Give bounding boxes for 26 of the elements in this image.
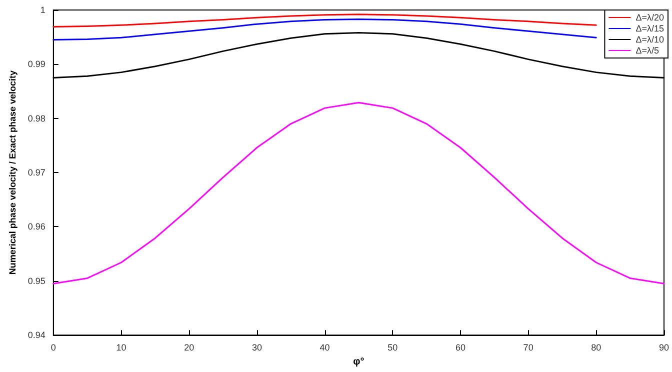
y-tick-label: 0.99	[28, 59, 46, 70]
x-tick-label: 90	[658, 342, 669, 353]
x-tick-label: 70	[523, 342, 534, 353]
x-tick-label: 60	[455, 342, 466, 353]
legend-label: Δ=λ/5	[636, 46, 659, 56]
line-series	[52, 102, 665, 284]
y-tick-label: 0.94	[28, 330, 46, 340]
y-tick-label: 1	[40, 5, 46, 15]
x-tick-label: 10	[116, 342, 126, 353]
legend-label: Δ=λ/20	[636, 12, 664, 22]
y-tick-label: 0.97	[28, 168, 46, 178]
line-series	[52, 18, 597, 41]
y-tick-label: 0.96	[28, 222, 46, 232]
x-tick-label: 40	[320, 342, 330, 353]
y-tick-label: 0.98	[28, 113, 46, 124]
line-series	[52, 14, 597, 28]
x-tick-label: 0	[50, 342, 56, 353]
legend-label: Δ=λ/15	[636, 24, 664, 34]
x-tick-label: 30	[252, 342, 262, 353]
x-tick-label: 50	[388, 342, 398, 353]
x-tick-label: 20	[184, 342, 194, 353]
y-axis-title: Numerical phase velocity / Exact phase velocity	[8, 70, 18, 275]
x-tick-label: 80	[591, 342, 602, 353]
y-tick-label: 0.95	[28, 276, 46, 286]
legend-label: Δ=λ/10	[636, 34, 664, 44]
x-axis-title: φ°	[353, 356, 364, 368]
